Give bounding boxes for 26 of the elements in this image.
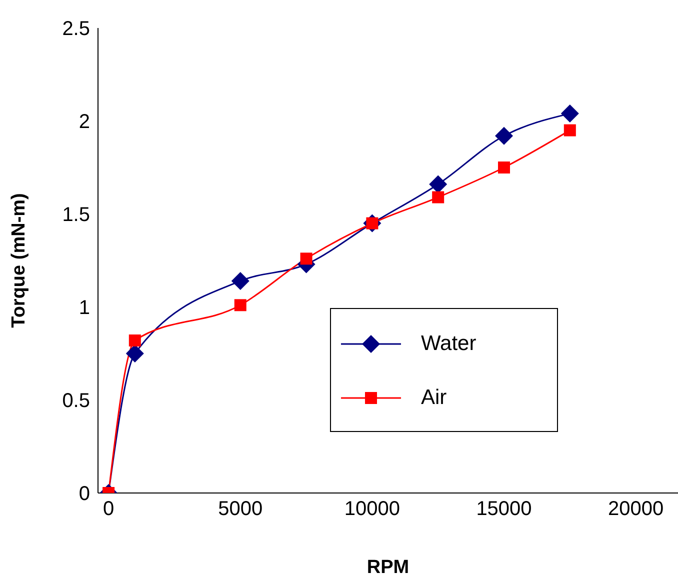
point [498, 162, 510, 174]
point [564, 124, 576, 136]
point [432, 191, 444, 204]
legend-label: Air [421, 386, 447, 410]
x-tick-label: 10000 [344, 498, 400, 520]
y-tick-label: 0.5 [62, 390, 90, 412]
x-tick-label: 0 [102, 498, 114, 520]
x-tick-label: 15000 [476, 498, 532, 520]
point [300, 252, 312, 265]
y-tick-label: 2.5 [62, 18, 90, 40]
point [128, 334, 141, 346]
y-tick-label: 2 [78, 111, 90, 134]
legend-label: Water [421, 332, 476, 356]
point [429, 175, 448, 194]
point [560, 104, 579, 123]
y-tick-label: 0 [78, 483, 90, 506]
y-tick-label: 1 [78, 297, 90, 320]
point [495, 126, 513, 145]
y-axis-title: Torque (mN-m) [8, 193, 30, 328]
point [126, 344, 144, 362]
point [231, 272, 250, 290]
x-axis-title: RPM [366, 557, 410, 578]
x-tick-label: 5000 [218, 498, 263, 520]
x-tick-label: 20000 [608, 498, 664, 520]
y-tick-label: 1.5 [62, 204, 90, 226]
point [234, 299, 246, 312]
